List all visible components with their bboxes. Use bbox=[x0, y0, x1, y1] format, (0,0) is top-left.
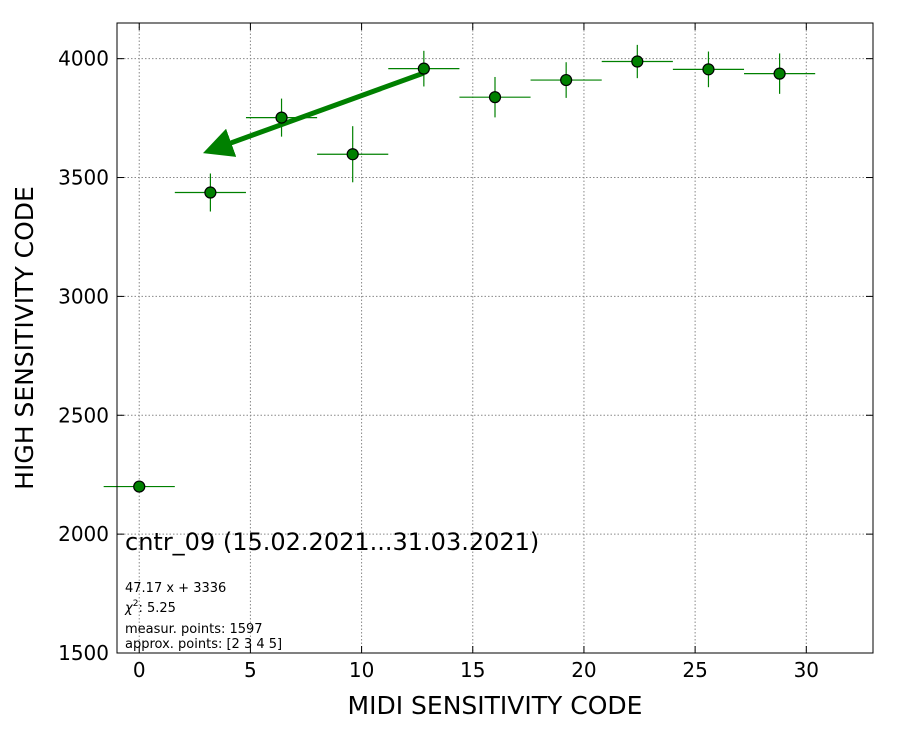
x-tick-label: 30 bbox=[794, 658, 819, 682]
x-tick-labels: 0 5 10 15 20 25 30 bbox=[133, 658, 819, 682]
annotation-title: cntr_09 (15.02.2021...31.03.2021) bbox=[125, 528, 539, 556]
x-tick-label: 15 bbox=[460, 658, 485, 682]
plot-area bbox=[117, 23, 873, 653]
points-layer bbox=[103, 44, 816, 493]
annotation-equation: 47.17 x + 3336 bbox=[125, 581, 226, 596]
x-tick-label: 25 bbox=[682, 658, 707, 682]
y-axis-title: HIGH SENSITIVITY CODE bbox=[10, 186, 39, 490]
y-tick-labels: 1500 2000 2500 3000 3500 4000 bbox=[58, 47, 109, 665]
y-tick-label: 4000 bbox=[58, 47, 109, 71]
annotation-chi2: χ2: 5.25 bbox=[124, 599, 176, 616]
x-tick-label: 0 bbox=[133, 658, 146, 682]
grid bbox=[117, 23, 873, 654]
plot-frame bbox=[116, 22, 874, 654]
data-point bbox=[773, 67, 786, 80]
data-point bbox=[631, 55, 644, 68]
data-point bbox=[204, 186, 217, 199]
annotation-measur-points: measur. points: 1597 bbox=[125, 622, 263, 637]
annotation-approx-points: approx. points: [2 3 4 5] bbox=[125, 637, 282, 652]
y-tick-label: 1500 bbox=[58, 641, 109, 665]
chi2-superscript: 2 bbox=[133, 599, 139, 609]
data-point bbox=[275, 111, 288, 124]
x-tick-label: 20 bbox=[571, 658, 596, 682]
data-point bbox=[346, 148, 359, 161]
fit-line-arrow bbox=[202, 70, 425, 157]
x-axis-title: MIDI SENSITIVITY CODE bbox=[348, 691, 643, 720]
data-point bbox=[702, 63, 715, 76]
fit-layer bbox=[202, 70, 425, 157]
x-tick-label: 10 bbox=[349, 658, 374, 682]
data-point bbox=[560, 73, 573, 87]
chi2-value: : 5.25 bbox=[138, 601, 175, 616]
x-tick-label: 5 bbox=[244, 658, 257, 682]
y-tick-label: 3500 bbox=[58, 166, 109, 190]
y-tick-label: 2500 bbox=[58, 403, 109, 427]
chi2-symbol: χ bbox=[124, 601, 134, 616]
y-tick-label: 2000 bbox=[58, 522, 109, 546]
data-point bbox=[133, 480, 146, 493]
data-point bbox=[417, 62, 430, 75]
y-tick-label: 3000 bbox=[58, 284, 109, 308]
data-point bbox=[488, 91, 502, 104]
